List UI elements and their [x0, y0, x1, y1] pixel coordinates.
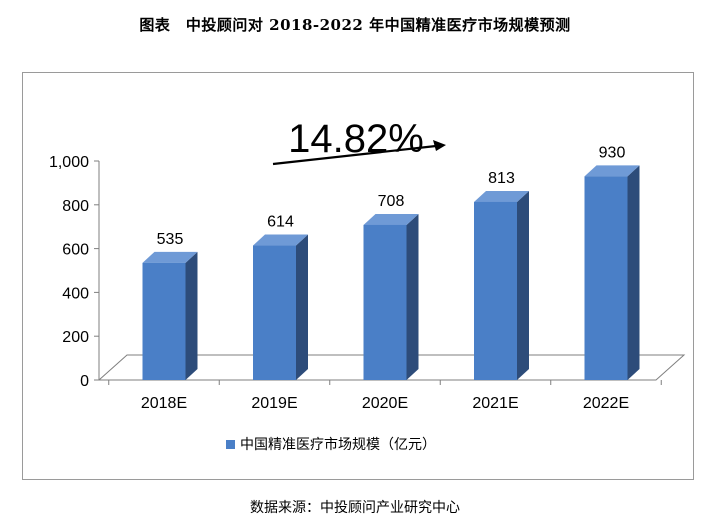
x-tick-label: 2018E: [141, 395, 187, 412]
x-axis-ticks: 2018E 2019E 2020E 2021E 2022E: [108, 380, 662, 412]
bar: [363, 213, 419, 380]
bar: [584, 165, 640, 380]
bar-front: [253, 245, 296, 380]
bar: [253, 234, 308, 380]
bar-side: [627, 165, 640, 380]
data-label: 708: [378, 193, 405, 210]
bar-side: [517, 190, 529, 380]
x-tick-label: 2019E: [251, 395, 297, 412]
y-tick-label: 1,000: [49, 154, 89, 171]
bar-front: [142, 262, 186, 380]
bar-side: [296, 234, 308, 380]
legend-swatch: [226, 440, 235, 449]
bar-front: [474, 201, 517, 380]
data-label: 535: [157, 231, 184, 248]
y-tick-label: 200: [62, 329, 89, 346]
source-note: 数据来源：中投顾问产业研究中心: [250, 500, 460, 516]
chart-panel: [22, 72, 694, 480]
legend-label: 中国精准医疗市场规模（亿元）: [240, 436, 436, 453]
data-label: 813: [488, 170, 515, 187]
bar-top: [253, 234, 308, 246]
bar: [142, 251, 198, 380]
growth-rate-label: 14.82%: [288, 117, 424, 161]
bar-top: [474, 190, 529, 202]
chart-title: 图表 中投顾问对 2018-2022 年中国精准医疗市场规模预测: [139, 16, 571, 34]
bar-front: [363, 224, 407, 380]
bar-series: 535 614 708 813 930: [142, 144, 640, 380]
legend: 中国精准医疗市场规模（亿元）: [226, 436, 436, 453]
bar-top: [363, 213, 419, 225]
growth-annotation-group: 14.82%: [272, 117, 446, 166]
bar-side: [185, 251, 198, 380]
bar-side: [406, 213, 419, 380]
x-tick-label: 2021E: [472, 395, 518, 412]
data-label: 930: [599, 144, 626, 161]
bar-top: [584, 165, 640, 177]
y-tick-label: 0: [80, 373, 89, 390]
x-tick-label: 2020E: [362, 395, 408, 412]
growth-arrowhead: [433, 140, 446, 151]
bar-front: [584, 176, 628, 380]
bar: [474, 190, 529, 380]
bar-top: [142, 251, 198, 263]
data-label: 614: [267, 214, 294, 231]
y-tick-label: 800: [62, 198, 89, 215]
y-axis: 0 200 400 600 800 1,000: [49, 154, 100, 390]
x-tick-label: 2022E: [583, 395, 629, 412]
y-tick-label: 400: [62, 285, 89, 302]
y-tick-label: 600: [62, 242, 89, 259]
growth-arrow: [272, 144, 437, 166]
